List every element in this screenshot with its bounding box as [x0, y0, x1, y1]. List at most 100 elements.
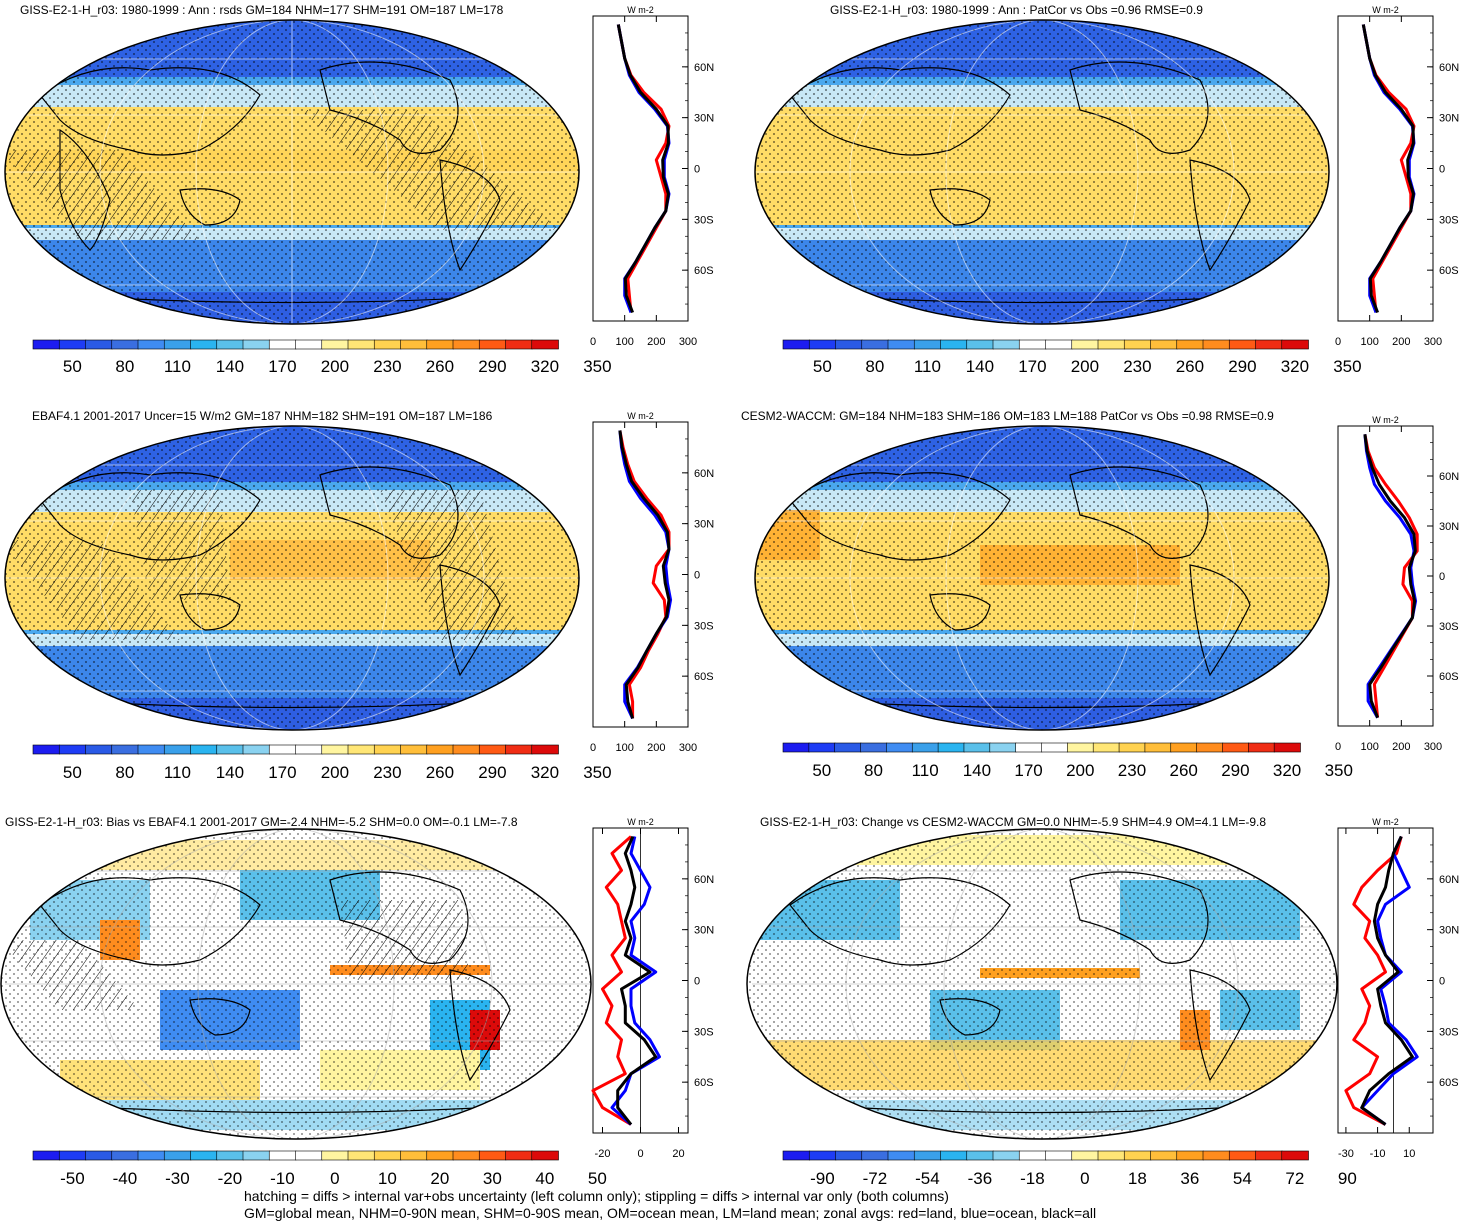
- colorbar-swatch: [242, 339, 271, 350]
- profile-line-all: [1361, 24, 1415, 314]
- panel-3-colorbar: 50 80 110 140 170 200 230 260 290 320 350: [32, 744, 612, 782]
- colorbar-label: -40: [113, 1169, 138, 1188]
- colorbar-swatch: [163, 744, 192, 755]
- colorbar-swatch: [505, 1150, 533, 1161]
- lat-tick-label: 60S: [1439, 1077, 1459, 1089]
- x-tick-label: 300: [679, 742, 697, 754]
- x-tick-label: 20: [672, 1148, 684, 1160]
- colorbar-swatch: [137, 744, 166, 755]
- colorbar-label: 50: [588, 1169, 607, 1188]
- colorbar-label: 20: [430, 1169, 449, 1188]
- colorbar-swatch: [137, 339, 166, 350]
- colorbar-swatch: [782, 742, 810, 753]
- panel-6: GISS-E2-1-H_r03: Change vs CESM2-WACCM G…: [746, 815, 1459, 1188]
- panel-5: GISS-E2-1-H_r03: Bias vs EBAF4.1 2001-20…: [0, 815, 714, 1188]
- panel-5-title: GISS-E2-1-H_r03: Bias vs EBAF4.1 2001-20…: [5, 815, 518, 829]
- panel-1-map: [5, 20, 579, 324]
- profile-line-all: [616, 835, 658, 1126]
- x-tick-label: 200: [647, 742, 665, 754]
- colorbar-label: 350: [1333, 357, 1361, 376]
- colorbar-label: 80: [115, 357, 134, 376]
- colorbar-label: 90: [1338, 1169, 1357, 1188]
- colorbar-label: 290: [1221, 761, 1249, 780]
- colorbar-swatch: [190, 744, 218, 755]
- profile-frame: [1337, 15, 1434, 322]
- colorbar-swatch: [1222, 742, 1250, 753]
- colorbar-swatch: [886, 742, 914, 753]
- colorbar-label: 290: [1228, 357, 1256, 376]
- colorbar-swatch: [992, 339, 1021, 350]
- x-tick-label: 100: [615, 742, 633, 754]
- colorbar-swatch: [505, 744, 533, 755]
- colorbar-swatch: [111, 339, 139, 350]
- colorbar-swatch: [782, 339, 811, 350]
- lat-tick-label: 60S: [694, 265, 714, 277]
- colorbar-label: 140: [216, 357, 244, 376]
- panel-1-title: GISS-E2-1-H_r03: 1980-1999 : Ann : rsds …: [20, 3, 504, 17]
- colorbar-label: 36: [1180, 1169, 1199, 1188]
- colorbar-label: 200: [321, 763, 349, 782]
- colorbar-label: 110: [912, 761, 939, 780]
- colorbar-swatch: [242, 1150, 271, 1161]
- colorbar-swatch: [1176, 1150, 1204, 1161]
- colorbar-swatch: [966, 339, 994, 350]
- colorbar-swatch: [32, 744, 61, 755]
- panel-3: EBAF4.1 2001-2017 Uncer=15 W/m2 GM=187 N…: [4, 409, 714, 782]
- colorbar-swatch: [321, 744, 349, 755]
- colorbar-swatch: [32, 339, 61, 350]
- profile-line-all: [616, 24, 670, 314]
- colorbar-swatch: [1015, 742, 1043, 753]
- colorbar-label: 230: [373, 763, 401, 782]
- colorbar-swatch: [1045, 1150, 1073, 1161]
- colorbar-label: 230: [373, 357, 401, 376]
- colorbar-swatch: [478, 744, 507, 755]
- colorbar-swatch: [1228, 339, 1257, 350]
- colorbar-label: -54: [915, 1169, 940, 1188]
- lat-tick-label: 60N: [1439, 471, 1459, 483]
- lat-tick-label: 30S: [694, 214, 714, 226]
- colorbar-swatch: [1248, 742, 1275, 753]
- lat-tick-label: 0: [694, 164, 700, 176]
- colorbar-swatch: [808, 742, 836, 753]
- colorbar-label: 170: [268, 357, 296, 376]
- colorbar-swatch: [373, 339, 402, 350]
- panel-4: CESM2-WACCM: GM=184 NHM=183 SHM=186 OM=1…: [741, 409, 1459, 780]
- lat-tick-label: 0: [1439, 976, 1445, 988]
- colorbar-swatch: [940, 1150, 968, 1161]
- lat-tick-label: 30N: [1439, 521, 1459, 533]
- colorbar-swatch: [940, 339, 968, 350]
- x-tick-label: -20: [595, 1148, 611, 1160]
- colorbar-label: 170: [1018, 357, 1046, 376]
- colorbar-swatch: [1255, 1150, 1283, 1161]
- lat-tick-label: 60S: [1439, 265, 1459, 277]
- colorbar-swatch: [1150, 339, 1178, 350]
- colorbar-swatch: [400, 339, 428, 350]
- colorbar-label: 200: [321, 357, 349, 376]
- colorbar-swatch: [216, 1150, 244, 1161]
- colorbar-swatch: [373, 1150, 402, 1161]
- colorbar-swatch: [835, 1150, 863, 1161]
- panel-2-map: [755, 20, 1329, 324]
- colorbar-swatch: [426, 1150, 454, 1161]
- profile-line-ocean: [1360, 835, 1419, 1126]
- colorbar-swatch: [373, 744, 402, 755]
- colorbar-label: 320: [531, 763, 559, 782]
- colorbar-label: 320: [531, 357, 559, 376]
- panel-4-map: [755, 426, 1329, 730]
- colorbar-swatch: [531, 339, 559, 350]
- colorbar-swatch: [1273, 742, 1301, 753]
- colorbar-label: 80: [865, 357, 884, 376]
- colorbar-swatch: [913, 339, 942, 350]
- colorbar-label: 80: [115, 763, 134, 782]
- profile-frame: [592, 421, 689, 728]
- colorbar-swatch: [1150, 1150, 1178, 1161]
- x-tick-label: 100: [1360, 741, 1378, 753]
- colorbar-swatch: [835, 339, 863, 350]
- profile-line-all: [1363, 434, 1417, 719]
- lat-tick-label: 60N: [694, 468, 714, 480]
- lat-tick-label: 30S: [694, 1026, 714, 1038]
- colorbar-swatch: [426, 339, 454, 350]
- colorbar-swatch: [1123, 1150, 1152, 1161]
- colorbar-swatch: [347, 744, 376, 755]
- colorbar-swatch: [1067, 742, 1094, 753]
